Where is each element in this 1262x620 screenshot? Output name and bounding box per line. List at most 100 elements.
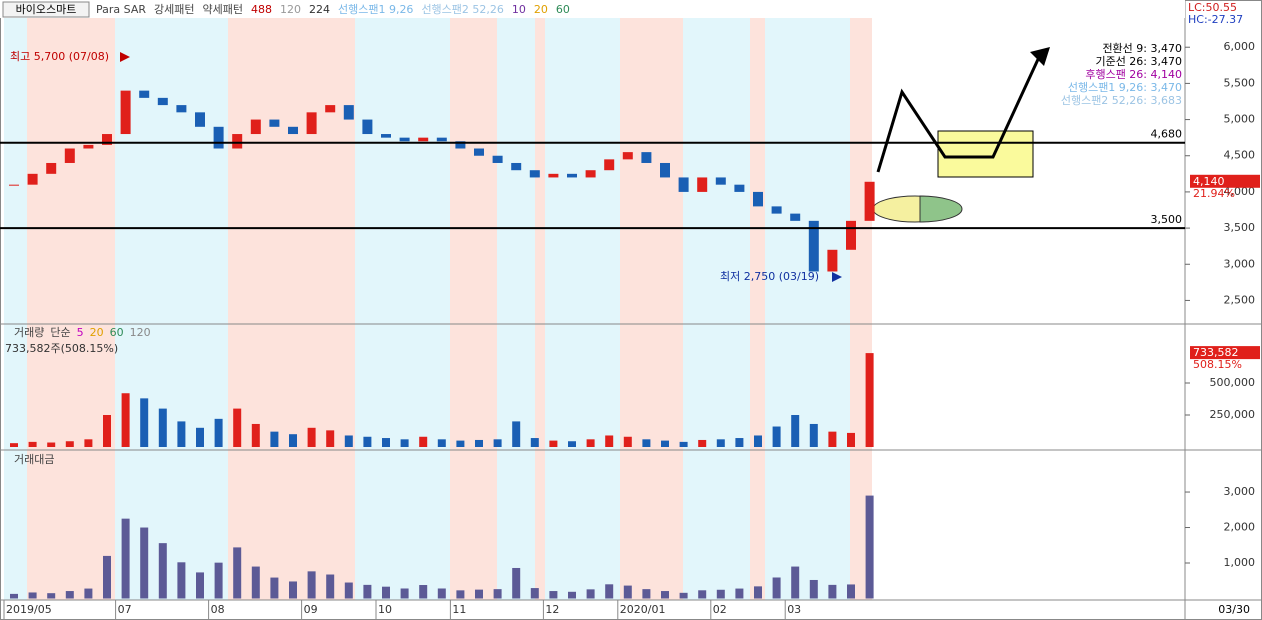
bar	[568, 441, 576, 447]
y-tick-label: 2,000	[1224, 521, 1256, 534]
bar	[437, 439, 446, 447]
title-box[interactable]	[2, 1, 90, 18]
candle	[418, 137, 429, 142]
bar	[865, 353, 874, 447]
candle	[436, 137, 447, 142]
candle	[455, 141, 466, 149]
bar	[121, 518, 130, 599]
candle	[567, 173, 577, 178]
indicator-legend: 기준선 26: 3,470	[1095, 55, 1182, 68]
scenario-arrow	[876, 54, 1042, 173]
bar	[289, 434, 297, 447]
bar	[642, 439, 651, 447]
bar	[642, 589, 651, 599]
bar	[47, 593, 56, 599]
x-tick-label: 10	[378, 603, 392, 616]
y-tick-label: 250,000	[1210, 408, 1256, 421]
y-tick-label: 1,000	[1224, 556, 1256, 569]
bar	[326, 574, 335, 599]
indicator-label: 20	[534, 3, 548, 16]
bar	[512, 567, 521, 599]
bar	[289, 581, 297, 599]
bar	[419, 436, 428, 447]
x-tick-label: 2020/01	[620, 603, 666, 616]
annotation: 최저 2,750 (03/19)	[720, 270, 819, 283]
header-bar	[0, 0, 1185, 18]
indicator-legend: 선행스팬1 9,26: 3,470	[1068, 81, 1182, 94]
bar	[158, 408, 167, 447]
drawings	[872, 47, 1050, 223]
bar	[754, 435, 762, 447]
x-tick-label: 03	[787, 603, 801, 616]
bar	[103, 415, 111, 447]
candle	[771, 206, 782, 214]
volume-legend: 60	[110, 326, 124, 339]
bar	[623, 585, 632, 599]
indicator-label: 강세패턴	[154, 3, 194, 16]
bar	[103, 555, 111, 599]
bar	[177, 421, 186, 447]
band	[850, 18, 872, 600]
bar	[809, 579, 818, 599]
candle	[697, 177, 708, 192]
candle	[46, 162, 57, 174]
support-ellipse-part	[919, 195, 963, 223]
x-tick-label: 08	[211, 603, 225, 616]
candle	[157, 97, 168, 106]
bar	[568, 591, 576, 599]
bar	[549, 591, 558, 599]
y-tick-label: 3,000	[1224, 485, 1256, 498]
bar	[47, 442, 56, 447]
corner-label: HC:-27.37	[1188, 13, 1243, 26]
candle	[250, 119, 261, 135]
bar	[177, 562, 186, 599]
panel-title: 거래대금	[14, 453, 54, 466]
candle	[660, 162, 670, 178]
bar	[326, 430, 335, 447]
candle	[120, 90, 131, 135]
indicator-label: 10	[512, 3, 526, 16]
band	[683, 18, 750, 600]
bar	[623, 436, 632, 447]
candle	[362, 119, 373, 135]
last-price-box	[1190, 174, 1260, 188]
indicator-label: 120	[280, 3, 301, 16]
x-tick-label: 07	[118, 603, 132, 616]
bar	[679, 592, 688, 599]
bar	[270, 431, 279, 447]
band	[535, 18, 545, 600]
indicator-label: 224	[309, 3, 330, 16]
change-label: 508.15%	[1193, 358, 1242, 371]
indicator-label: 60	[556, 3, 570, 16]
bar	[28, 592, 37, 599]
bar	[828, 431, 837, 447]
bar	[530, 588, 539, 599]
band	[450, 18, 497, 600]
indicator-legend: 전환선 9: 3,470	[1102, 42, 1182, 55]
corner-label: LC:50.55	[1188, 1, 1237, 14]
bar	[233, 408, 242, 447]
candle	[827, 249, 838, 272]
band	[355, 18, 450, 600]
bar	[791, 415, 800, 447]
candle	[102, 134, 112, 145]
volume-legend: 20	[90, 326, 104, 339]
candle	[139, 90, 150, 98]
candle	[846, 220, 856, 250]
bar	[65, 591, 74, 599]
candle	[9, 184, 19, 186]
candle	[511, 162, 522, 171]
candle	[325, 105, 336, 113]
bar	[493, 439, 502, 447]
candle	[474, 148, 484, 156]
candle	[753, 191, 763, 207]
bar	[493, 589, 502, 599]
bar	[344, 582, 353, 599]
bar	[270, 577, 279, 599]
x-tick-label: 11	[452, 603, 466, 616]
bar	[456, 590, 465, 599]
band	[228, 18, 355, 600]
bar	[382, 438, 390, 447]
bar	[586, 589, 595, 599]
y-tick-label: 4,500	[1224, 149, 1256, 162]
